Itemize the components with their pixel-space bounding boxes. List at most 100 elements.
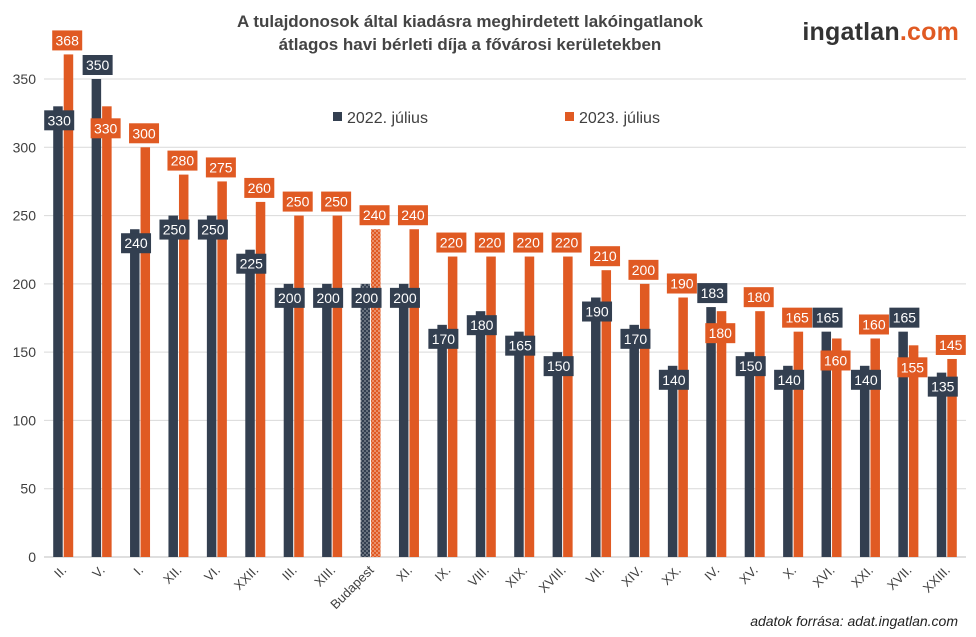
data-label: 220 xyxy=(513,232,544,253)
x-tick-label: XVIII. xyxy=(536,563,569,596)
bar-2022 xyxy=(168,215,178,558)
data-label: 145 xyxy=(935,334,966,355)
x-tick-label: XV. xyxy=(736,563,761,588)
data-label: 220 xyxy=(436,232,467,253)
bar-2022 xyxy=(591,297,601,557)
data-label-box xyxy=(52,30,83,51)
data-label-text: 225 xyxy=(240,256,264,272)
data-label-text: 170 xyxy=(432,331,456,347)
data-label-box xyxy=(935,334,966,355)
data-label: 190 xyxy=(582,301,613,322)
x-tick-label: V. xyxy=(89,563,107,581)
bar-2022 xyxy=(475,311,486,557)
data-label-box xyxy=(850,369,881,390)
data-label-text: 170 xyxy=(624,331,648,347)
x-tick-label: I. xyxy=(130,563,146,579)
bar-2023 xyxy=(908,345,919,557)
data-label-box xyxy=(889,307,920,328)
data-label-text: 250 xyxy=(324,194,348,210)
y-axis-ticks: 0 50 100 150 200 250 300 350 xyxy=(13,71,37,565)
x-tick-label: XI. xyxy=(393,563,415,585)
data-label-text: 260 xyxy=(248,180,272,196)
data-label-box xyxy=(397,205,428,226)
data-label: 180 xyxy=(705,323,736,344)
data-label-box xyxy=(167,150,198,171)
x-tick-label: IX. xyxy=(432,563,454,585)
bar-2022 xyxy=(629,324,639,557)
data-label-text: 190 xyxy=(670,276,694,292)
bar-2022 xyxy=(245,249,255,557)
data-label-box xyxy=(666,273,697,294)
bar-2023 xyxy=(832,338,842,557)
data-label: 140 xyxy=(774,369,805,390)
bar-2023 xyxy=(332,215,343,558)
data-label: 180 xyxy=(466,315,497,336)
x-tick-label: II. xyxy=(51,563,69,581)
data-label-text: 250 xyxy=(201,222,225,238)
bar-2023 xyxy=(601,270,612,557)
y-tick-label: 100 xyxy=(13,412,37,428)
x-tick-label: IV. xyxy=(701,563,722,584)
data-label: 350 xyxy=(82,55,113,75)
bar-2023 xyxy=(947,358,957,557)
data-label: 155 xyxy=(897,357,928,378)
y-tick-label: 150 xyxy=(13,344,37,360)
data-label-text: 135 xyxy=(931,379,955,395)
x-tick-label: XXI. xyxy=(848,563,876,591)
data-label-box xyxy=(551,232,582,253)
bar-2023 xyxy=(217,181,227,557)
data-label-box xyxy=(313,287,344,308)
data-labels: 330 368 350 330 240 300 250 280 250 275 225 260 200 2… xyxy=(44,30,966,397)
data-label: 180 xyxy=(743,287,774,308)
data-label-text: 200 xyxy=(316,290,340,306)
data-label-text: 200 xyxy=(278,290,302,306)
y-tick-label: 0 xyxy=(28,549,36,565)
data-label-box xyxy=(205,157,236,178)
data-label-text: 220 xyxy=(478,235,502,251)
data-label-box xyxy=(505,335,536,356)
x-tick-label: XXII. xyxy=(231,563,262,594)
data-label-text: 155 xyxy=(901,359,925,375)
x-tick-label: VII. xyxy=(583,563,607,587)
data-label: 200 xyxy=(274,287,305,308)
data-label-box xyxy=(658,369,689,390)
x-tick-label: XIII. xyxy=(311,563,338,590)
x-tick-label: VI. xyxy=(201,563,223,585)
data-label-text: 240 xyxy=(401,207,425,223)
bar-2023 xyxy=(447,256,458,557)
data-label-text: 200 xyxy=(393,290,417,306)
x-tick-label: XX. xyxy=(659,563,684,588)
y-tick-label: 200 xyxy=(13,276,37,292)
bar-2022 xyxy=(859,365,870,557)
data-label-box xyxy=(620,328,651,349)
data-label-text: 220 xyxy=(555,235,579,251)
y-tick-label: 250 xyxy=(13,208,37,224)
data-label-box xyxy=(359,205,390,226)
data-label-box xyxy=(697,283,728,304)
legend-swatch xyxy=(333,112,342,121)
brand-logo: ingatlan.com xyxy=(802,18,959,47)
data-label-box xyxy=(82,55,113,75)
data-label-text: 220 xyxy=(440,235,464,251)
x-tick-label: XXIII. xyxy=(920,563,953,596)
data-label-text: 160 xyxy=(862,316,886,332)
legend-swatch xyxy=(565,112,574,121)
data-label-box xyxy=(282,191,313,212)
data-label: 200 xyxy=(389,287,420,308)
data-label-box xyxy=(705,323,736,344)
data-label-text: 250 xyxy=(163,222,187,238)
data-label-box xyxy=(436,232,467,253)
data-label-box xyxy=(159,219,190,240)
bar-2023 xyxy=(294,215,304,558)
bar-2022 xyxy=(53,106,63,558)
data-label-box xyxy=(244,177,275,198)
data-label: 150 xyxy=(735,356,766,377)
data-label: 240 xyxy=(121,233,152,254)
data-label-box xyxy=(820,350,851,371)
bar-2023 xyxy=(140,147,151,558)
bars xyxy=(53,54,957,558)
bar-2022 xyxy=(360,283,371,557)
data-label: 330 xyxy=(44,110,75,131)
data-label-text: 250 xyxy=(286,194,310,210)
data-label: 165 xyxy=(812,307,843,328)
